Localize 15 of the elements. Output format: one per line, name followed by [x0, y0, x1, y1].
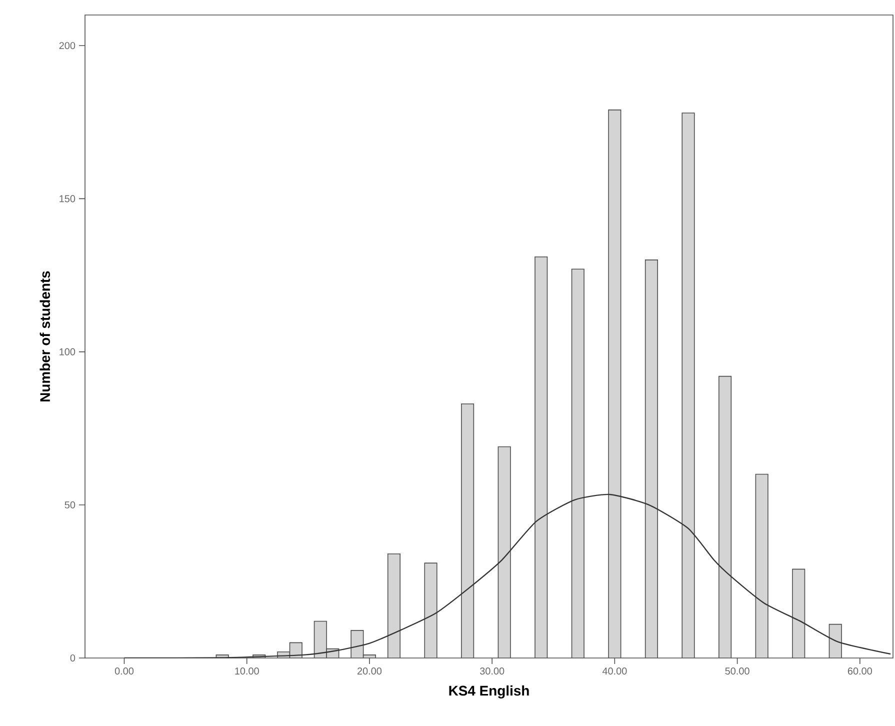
x-tick-label: 20.00 [357, 668, 382, 675]
x-tick-label: 40.00 [602, 668, 627, 675]
x-tick-label: 30.00 [480, 668, 504, 675]
y-tick-label: 200 [59, 42, 76, 50]
y-tick-label: 50 [64, 501, 76, 508]
x-tick-label: 0.00 [114, 668, 134, 675]
x-tick-label: 50.00 [725, 668, 750, 675]
x-axis-title: KS4 English [449, 685, 529, 698]
line-series [124, 494, 892, 658]
y-tick-label: 150 [60, 195, 76, 202]
y-tick-label: 0 [70, 654, 76, 662]
y-axis-title: Number of students [40, 271, 50, 402]
x-tick-label: 60.00 [848, 668, 872, 675]
y-tick-label: 100 [60, 348, 76, 356]
x-tick-label: 10.00 [235, 668, 259, 675]
